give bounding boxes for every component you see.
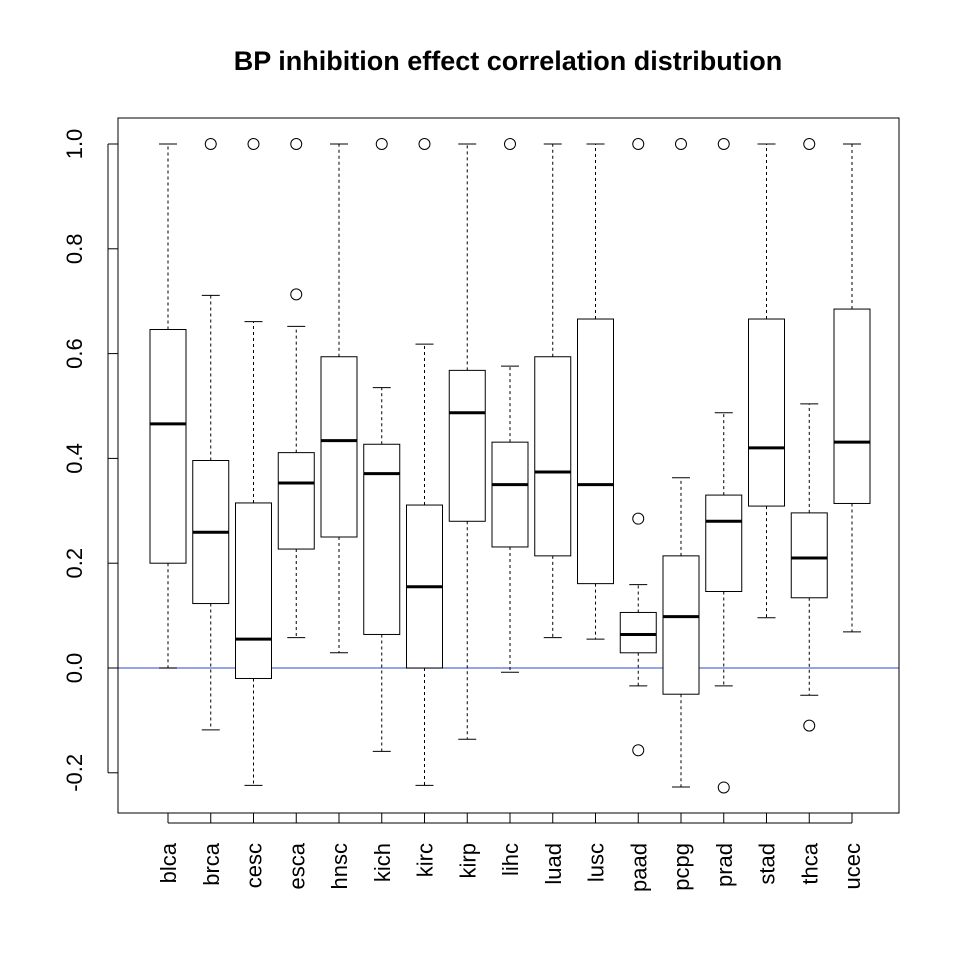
box-prad — [705, 138, 743, 794]
box-paad — [619, 138, 657, 757]
x-tick-label: brca — [199, 842, 224, 886]
box-kirc — [406, 138, 443, 786]
outlier-point — [675, 138, 687, 150]
box-kich — [363, 138, 401, 752]
box-pcpg — [662, 138, 700, 788]
outlier-point — [632, 744, 645, 757]
outlier-point — [418, 138, 431, 150]
y-tick-label: 1.0 — [62, 129, 87, 160]
box-body — [662, 555, 700, 695]
x-tick-label: pcpg — [669, 843, 694, 891]
box-brca — [192, 138, 230, 731]
outlier-point — [247, 138, 260, 150]
box-body — [790, 512, 828, 599]
y-tick-label: 0.8 — [62, 234, 87, 265]
x-tick-label: kich — [370, 843, 395, 882]
box-body — [491, 441, 529, 548]
x-tick-label: kirp — [455, 843, 480, 878]
box-body — [448, 369, 486, 522]
box-body — [705, 494, 743, 592]
x-tick-label: stad — [755, 843, 780, 885]
outlier-point — [803, 138, 816, 150]
outlier-point — [504, 138, 516, 150]
x-tick-label: prad — [712, 843, 737, 887]
box-body — [619, 611, 657, 654]
box-luad — [534, 143, 572, 639]
plot-frame — [117, 117, 900, 814]
outlier-point — [632, 512, 645, 525]
box-cesc — [235, 138, 272, 786]
box-body — [534, 356, 572, 557]
y-tick-label: 0.4 — [62, 443, 87, 474]
outlier-point — [803, 719, 816, 732]
chart-title: BP inhibition effect correlation distrib… — [234, 46, 783, 76]
outlier-point — [290, 288, 303, 301]
box-stad — [748, 143, 785, 619]
outlier-point — [375, 138, 388, 150]
box-lusc — [577, 143, 614, 640]
y-tick-label: 0.0 — [62, 653, 87, 684]
box-layer — [149, 138, 871, 794]
box-body — [277, 452, 315, 550]
outlier-point — [204, 138, 217, 150]
x-tick-label: kirc — [413, 843, 438, 877]
x-tick-label: lihc — [498, 843, 523, 876]
outlier-point — [290, 138, 303, 150]
x-tick-label: luad — [541, 843, 566, 885]
box-body — [235, 502, 272, 679]
box-body — [149, 328, 187, 564]
y-tick-label: 0.2 — [62, 548, 87, 579]
y-tick-label: 0.6 — [62, 338, 87, 369]
box-hnsc — [320, 143, 358, 654]
box-body — [748, 318, 785, 507]
x-tick-label: paad — [626, 843, 651, 892]
box-blca — [149, 143, 187, 669]
x-tick-label: hnsc — [327, 843, 352, 889]
box-body — [833, 308, 871, 504]
x-tick-label: lusc — [584, 843, 609, 882]
box-body — [577, 318, 614, 585]
outlier-point — [717, 781, 730, 794]
outlier-point — [632, 138, 645, 150]
x-tick-label: esca — [284, 842, 309, 889]
x-tick-label: thca — [797, 842, 822, 884]
box-lihc — [491, 138, 529, 673]
box-esca — [277, 138, 315, 639]
x-tick-label: cesc — [242, 843, 267, 888]
box-body — [363, 443, 401, 635]
y-tick-label: -0.2 — [62, 754, 87, 792]
outlier-point — [717, 138, 730, 150]
axis-layer: -0.2 0.0 0.2 0.4 0.6 0.8 1.0 blca brca cesc esca hn… — [62, 129, 865, 892]
box-kirp — [448, 143, 486, 740]
box-body — [320, 356, 358, 538]
x-tick-label: blca — [156, 842, 181, 883]
box-ucec — [833, 143, 871, 633]
box-thca — [790, 138, 828, 732]
x-tick-label: ucec — [840, 843, 865, 889]
